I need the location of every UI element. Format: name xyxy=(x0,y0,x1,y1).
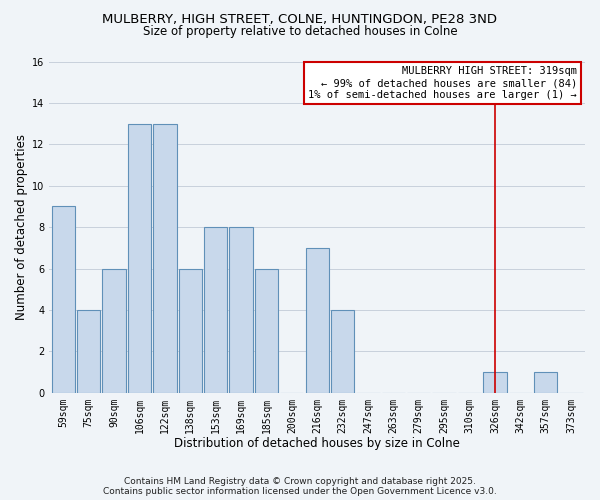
Bar xyxy=(103,268,126,392)
Bar xyxy=(179,268,202,392)
Bar xyxy=(534,372,557,392)
Bar xyxy=(52,206,75,392)
Bar xyxy=(255,268,278,392)
Y-axis label: Number of detached properties: Number of detached properties xyxy=(15,134,28,320)
X-axis label: Distribution of detached houses by size in Colne: Distribution of detached houses by size … xyxy=(174,437,460,450)
Text: Contains HM Land Registry data © Crown copyright and database right 2025.: Contains HM Land Registry data © Crown c… xyxy=(124,476,476,486)
Bar xyxy=(204,227,227,392)
Bar xyxy=(153,124,176,392)
Text: Size of property relative to detached houses in Colne: Size of property relative to detached ho… xyxy=(143,25,457,38)
Text: MULBERRY, HIGH STREET, COLNE, HUNTINGDON, PE28 3ND: MULBERRY, HIGH STREET, COLNE, HUNTINGDON… xyxy=(103,12,497,26)
Bar xyxy=(483,372,506,392)
Bar xyxy=(128,124,151,392)
Bar xyxy=(229,227,253,392)
Text: Contains public sector information licensed under the Open Government Licence v3: Contains public sector information licen… xyxy=(103,486,497,496)
Bar xyxy=(305,248,329,392)
Bar xyxy=(77,310,100,392)
Text: MULBERRY HIGH STREET: 319sqm
← 99% of detached houses are smaller (84)
1% of sem: MULBERRY HIGH STREET: 319sqm ← 99% of de… xyxy=(308,66,577,100)
Bar xyxy=(331,310,354,392)
